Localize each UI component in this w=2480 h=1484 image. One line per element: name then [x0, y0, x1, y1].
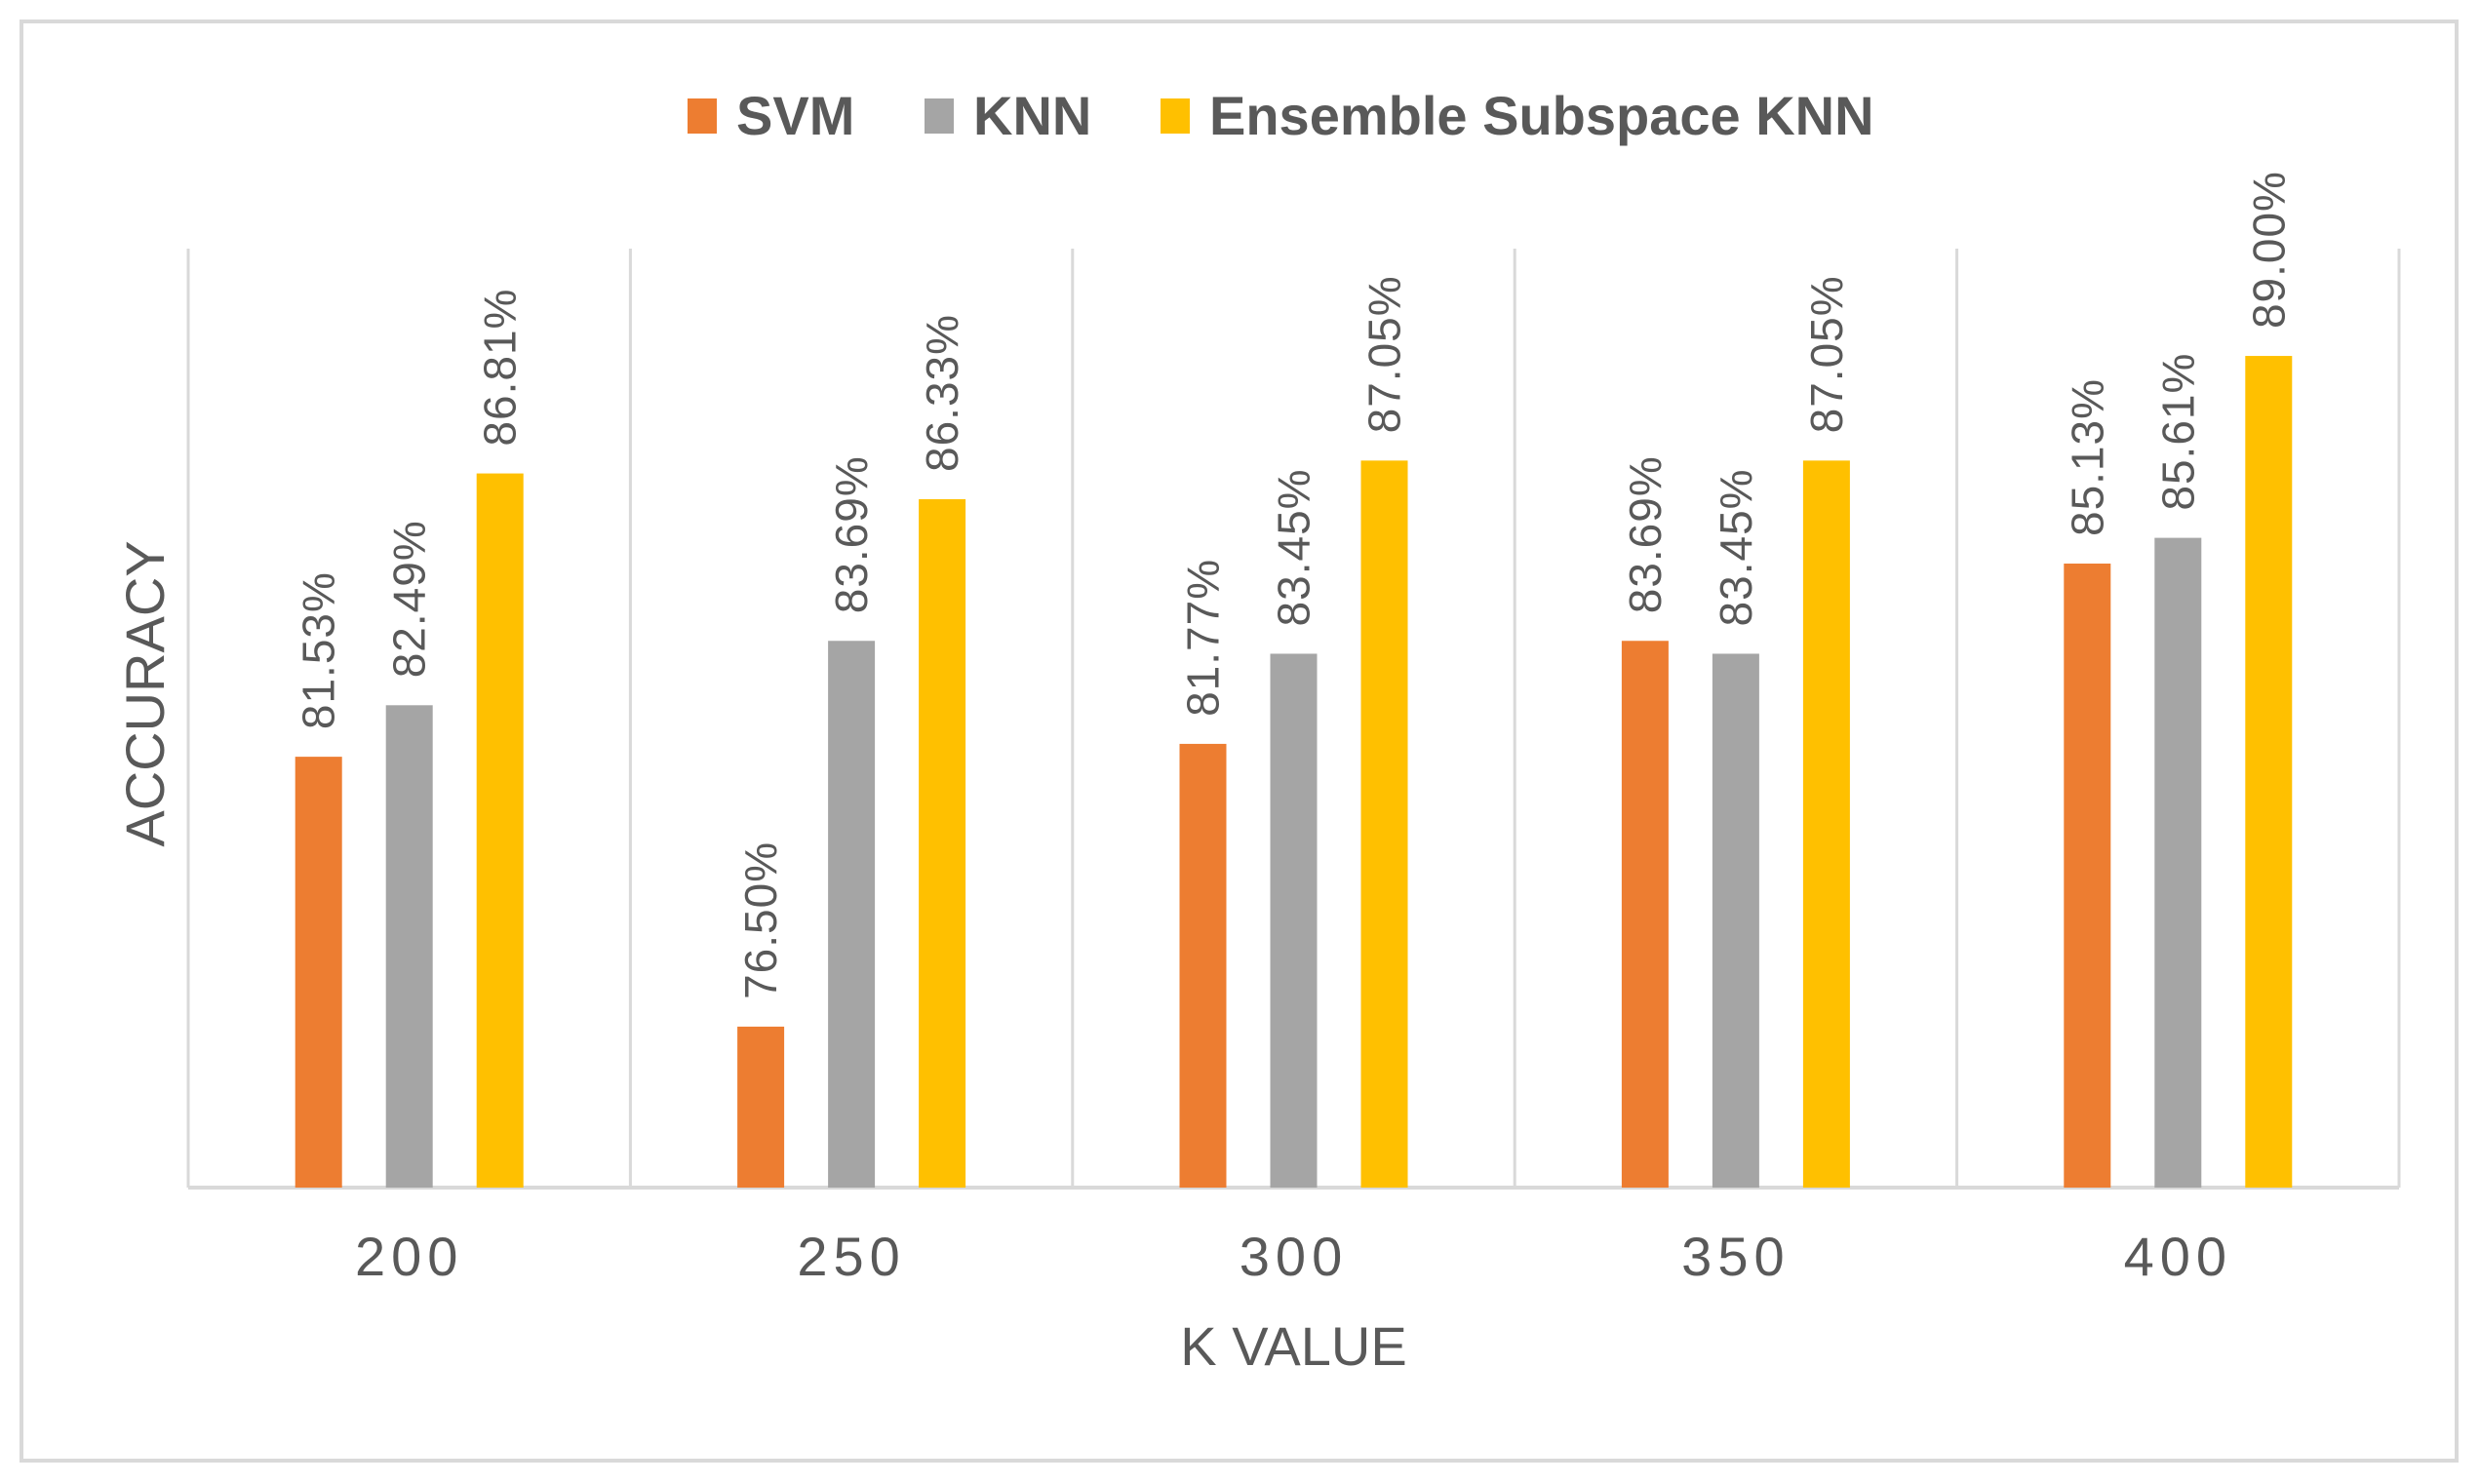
data-label: 83.69% [826, 455, 877, 613]
data-label: 76.50% [735, 841, 786, 999]
bar-ensemble-subspace-knn [476, 473, 524, 1188]
data-label: 87.05% [1359, 275, 1410, 433]
bar-knn [2154, 537, 2202, 1188]
x-tick-label: 350 [1681, 1226, 1790, 1287]
x-tick-label: 400 [2124, 1226, 2232, 1287]
bar-svm [1179, 743, 1227, 1188]
data-label: 82.49% [384, 520, 435, 678]
data-label: 83.45% [1711, 468, 1761, 626]
bar-ensemble-subspace-knn [1802, 460, 1850, 1188]
bar-layer [295, 356, 2293, 1189]
legend-label: Ensemble Subspace KNN [1209, 85, 1874, 146]
y-axis-title: ACCURACY [114, 540, 176, 846]
legend-label: SVM [736, 85, 854, 146]
bar-ensemble-subspace-knn [1360, 460, 1408, 1188]
data-label: 87.05% [1801, 275, 1852, 433]
legend-swatch-svm [688, 98, 717, 134]
bar-svm [295, 757, 342, 1188]
bar-svm [1621, 641, 1669, 1188]
x-tick-layer: 200 250 300 350 400 [355, 1226, 2232, 1287]
bar-ensemble-subspace-knn [919, 498, 966, 1189]
x-axis-title: K VALUE [1180, 1315, 1406, 1377]
data-label: 81.53% [294, 571, 344, 729]
legend-swatch-ensemble-subspace-knn [1161, 98, 1190, 134]
x-tick-label: 300 [1240, 1226, 1348, 1287]
data-label: 85.13% [2062, 378, 2112, 536]
data-label: 89.00% [2243, 171, 2294, 329]
x-tick-label: 200 [355, 1226, 463, 1287]
data-label-layer: 81.53% 82.49% 86.81% 76.50% 83.69% 86.33% 81.7… [294, 171, 2295, 999]
data-label: 85.61% [2152, 353, 2203, 511]
bar-svm [737, 1026, 785, 1188]
data-label: 83.45% [1269, 468, 1319, 626]
bar-knn [828, 641, 876, 1188]
data-label: 86.81% [475, 289, 526, 447]
legend-swatch-knn [925, 98, 954, 134]
bar-ensemble-subspace-knn [2245, 356, 2293, 1188]
data-label: 86.33% [917, 314, 967, 472]
legend: SVM KNN Ensemble Subspace KNN [688, 85, 1874, 146]
data-label: 83.69% [1620, 455, 1671, 613]
legend-label: KNN [973, 85, 1091, 146]
x-tick-label: 250 [797, 1226, 905, 1287]
data-label: 81.77% [1178, 559, 1229, 717]
bar-svm [2064, 564, 2111, 1188]
bar-knn [1270, 653, 1318, 1188]
bar-knn [385, 705, 433, 1188]
bar-knn [1712, 653, 1759, 1188]
